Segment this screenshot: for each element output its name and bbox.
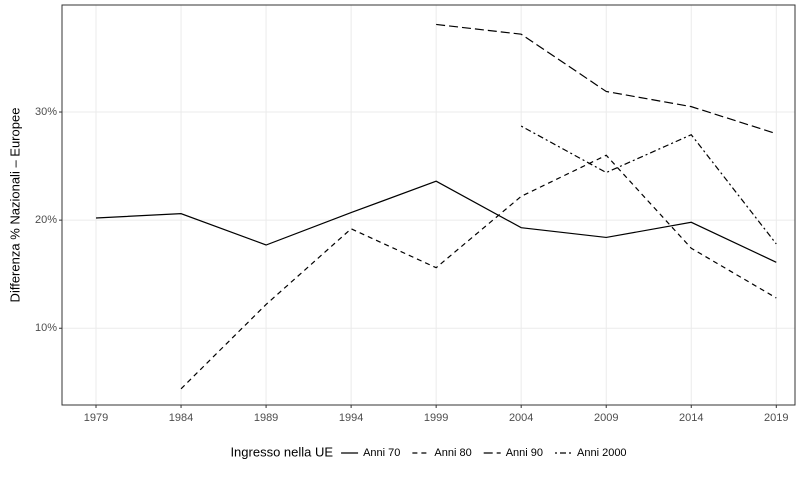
x-tick-label: 1984 bbox=[169, 412, 193, 424]
x-tick-label: 1979 bbox=[84, 412, 108, 424]
x-tick-label: 2004 bbox=[509, 412, 533, 424]
x-tick-label: 1994 bbox=[339, 412, 363, 424]
legend-title: Ingresso nella UE bbox=[230, 444, 333, 459]
x-tick-label: 2009 bbox=[594, 412, 618, 424]
y-tick-label: 20% bbox=[35, 214, 57, 226]
x-tick-label: 2014 bbox=[679, 412, 703, 424]
y-axis-title: Differenza % Nazionali – Europee bbox=[7, 108, 22, 303]
x-tick-label: 2019 bbox=[764, 412, 788, 424]
legend-label: Anni 80 bbox=[434, 447, 471, 459]
legend-label: Anni 70 bbox=[363, 447, 400, 459]
y-tick-label: 10% bbox=[35, 322, 57, 334]
y-tick-label: 30% bbox=[35, 106, 57, 118]
line bbox=[436, 23, 777, 135]
plot-border bbox=[61, 4, 796, 406]
x-tick-label: 1999 bbox=[424, 412, 448, 424]
line bbox=[180, 154, 777, 390]
line bbox=[95, 180, 777, 263]
legend-label: Anni 90 bbox=[506, 447, 543, 459]
line bbox=[520, 125, 777, 245]
x-tick-label: 1989 bbox=[254, 412, 278, 424]
legend: Ingresso nella UE Anni 70 Anni 80 Anni 90 An… bbox=[230, 444, 626, 459]
legend-label: Anni 2000 bbox=[577, 447, 627, 459]
